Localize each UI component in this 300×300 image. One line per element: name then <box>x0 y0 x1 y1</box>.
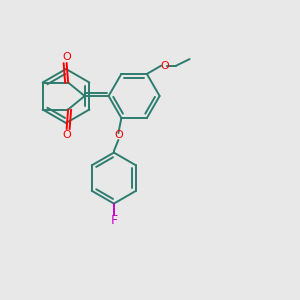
Text: F: F <box>110 214 117 226</box>
Text: O: O <box>114 130 123 140</box>
Text: O: O <box>161 61 170 71</box>
Text: O: O <box>62 130 71 140</box>
Text: O: O <box>62 52 71 62</box>
